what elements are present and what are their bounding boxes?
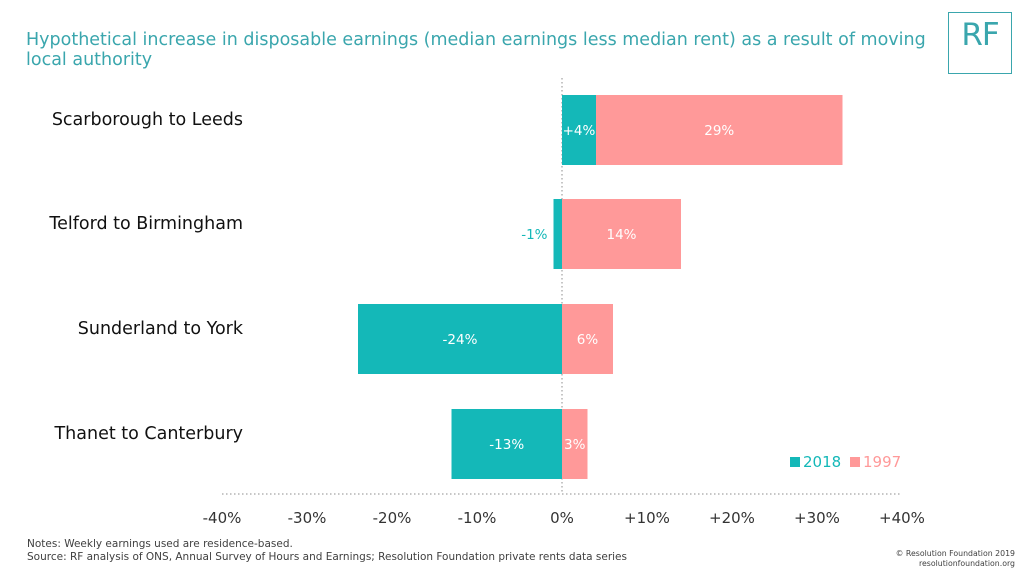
category-label: Sunderland to York xyxy=(78,319,244,339)
bar-2018-3 xyxy=(358,304,562,374)
rf-logo: RF xyxy=(948,12,1012,74)
x-tick-label: +20% xyxy=(709,509,755,527)
source-line: Source: RF analysis of ONS, Annual Surve… xyxy=(27,550,627,563)
copyright-line: © Resolution Foundation 2019 xyxy=(895,549,1015,558)
notes-line: Notes: Weekly earnings used are residenc… xyxy=(27,538,293,550)
legend-label-1997: 1997 xyxy=(863,453,901,471)
x-tick-label: -10% xyxy=(458,509,497,527)
data-label: 14% xyxy=(606,227,636,243)
data-label: +4% xyxy=(563,123,596,139)
bar-1997-1 xyxy=(596,95,843,165)
copyright: © Resolution Foundation 2019 resolutionf… xyxy=(896,549,1015,569)
bar-2018-2 xyxy=(553,199,562,269)
data-label: -24% xyxy=(443,332,478,348)
data-label: -13% xyxy=(489,437,524,453)
legend-label-2018: 2018 xyxy=(803,453,841,471)
bar-1997-4 xyxy=(562,409,588,479)
bar-2018-4 xyxy=(451,409,562,479)
legend-swatch-2018 xyxy=(790,457,800,467)
category-label: Telford to Birmingham xyxy=(48,214,243,234)
x-tick-label: +30% xyxy=(794,509,840,527)
website-line: resolutionfoundation.org xyxy=(918,559,1015,568)
data-label: 6% xyxy=(577,332,599,348)
data-label: 29% xyxy=(704,123,734,139)
category-label: Thanet to Canterbury xyxy=(53,424,243,444)
x-tick-label: -30% xyxy=(288,509,327,527)
x-tick-label: -40% xyxy=(203,509,242,527)
x-tick-label: 0% xyxy=(550,509,574,527)
data-label: 3% xyxy=(564,437,586,453)
legend-swatch-1997 xyxy=(850,457,860,467)
bar-1997-3 xyxy=(562,304,613,374)
category-label: Scarborough to Leeds xyxy=(52,110,243,130)
bar-2018-1 xyxy=(562,95,596,165)
plot-area: -40% -30% -20% -10% 0% +10% +20% +30% +40% Scarbo… xyxy=(48,78,925,527)
chart-title: Hypothetical increase in disposable earn… xyxy=(26,30,926,70)
x-tick-label: +10% xyxy=(624,509,670,527)
bar-1997-2 xyxy=(562,199,681,269)
x-tick-label: +40% xyxy=(879,509,925,527)
notes: Notes: Weekly earnings used are residenc… xyxy=(27,538,627,563)
x-tick-label: -20% xyxy=(373,509,412,527)
data-label: -1% xyxy=(521,227,547,243)
